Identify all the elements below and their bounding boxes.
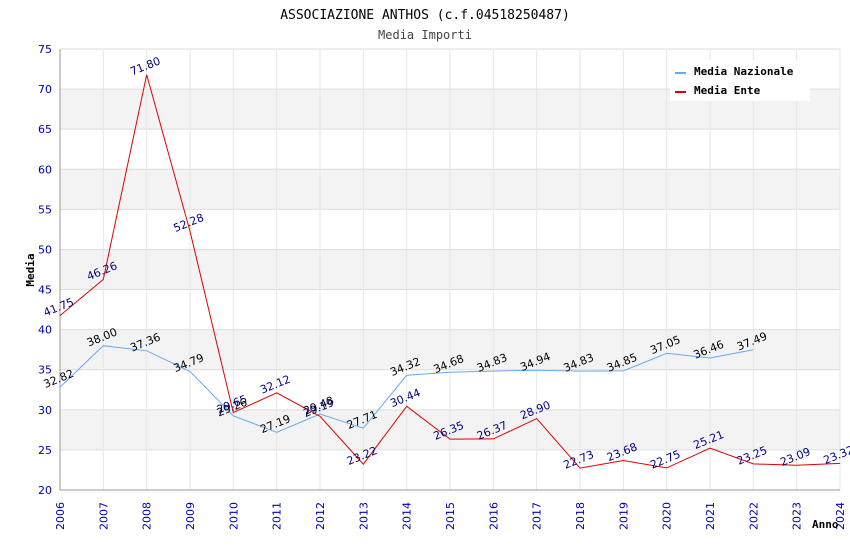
series-lines: [59, 74, 841, 469]
y-tick-label: 60: [38, 163, 52, 176]
x-axis-label: Anno: [812, 518, 839, 531]
x-tick-label: 2016: [487, 502, 500, 530]
x-tick-label: 2010: [227, 502, 240, 530]
x-tick-label: 2021: [704, 502, 717, 530]
legend-label-media-nazionale: Media Nazionale: [694, 65, 794, 78]
y-tick-label: 45: [38, 284, 52, 297]
legend-label-media-ente: Media Ente: [694, 84, 761, 97]
y-axis-label: Media: [24, 253, 37, 286]
y-tick-labels: 20 25 30 35 40 45 50 55 60 65 70 75: [38, 43, 52, 497]
x-tick-label: 2015: [444, 502, 457, 530]
series-line-media-nazionale: [59, 345, 754, 433]
chart-subtitle: Media Importi: [378, 28, 472, 42]
series-line-media-ente: [59, 74, 841, 469]
y-tick-label: 35: [38, 364, 52, 377]
x-tick-label: 2019: [617, 502, 630, 530]
x-tick-label: 2017: [531, 502, 544, 530]
x-tick-label: 2018: [574, 502, 587, 530]
x-tick-labels: 2006 2007 2008 2009 2010 2011 2012 2013 2014 2015…: [54, 502, 847, 530]
x-tick-label: 2009: [184, 502, 197, 530]
y-tick-label: 70: [38, 83, 52, 96]
x-tick-label: 2023: [791, 502, 804, 530]
y-tick-label: 75: [38, 43, 52, 56]
x-tick-label: 2006: [54, 502, 67, 530]
legend-box: [670, 60, 810, 101]
y-tick-label: 20: [38, 484, 52, 497]
y-tick-label: 65: [38, 123, 52, 136]
x-tick-label: 2020: [661, 502, 674, 530]
axes: [59, 49, 840, 491]
y-tick-label: 25: [38, 444, 52, 457]
x-tick-label: 2007: [97, 502, 110, 530]
y-tick-label: 30: [38, 404, 52, 417]
x-tick-label: 2022: [747, 502, 760, 530]
x-tick-label: 2014: [401, 502, 414, 530]
y-tick-label: 40: [38, 324, 52, 337]
x-tick-label: 2024: [834, 502, 847, 530]
x-tick-label: 2011: [271, 502, 284, 530]
x-tick-label: 2008: [141, 502, 154, 530]
legend: Media Nazionale Media Ente: [670, 60, 810, 101]
y-tick-label: 50: [38, 243, 52, 256]
chart-title: ASSOCIAZIONE ANTHOS (c.f.04518250487): [280, 8, 570, 23]
x-tick-label: 2013: [357, 502, 370, 530]
y-tick-label: 55: [38, 203, 52, 216]
x-tick-label: 2012: [314, 502, 327, 530]
